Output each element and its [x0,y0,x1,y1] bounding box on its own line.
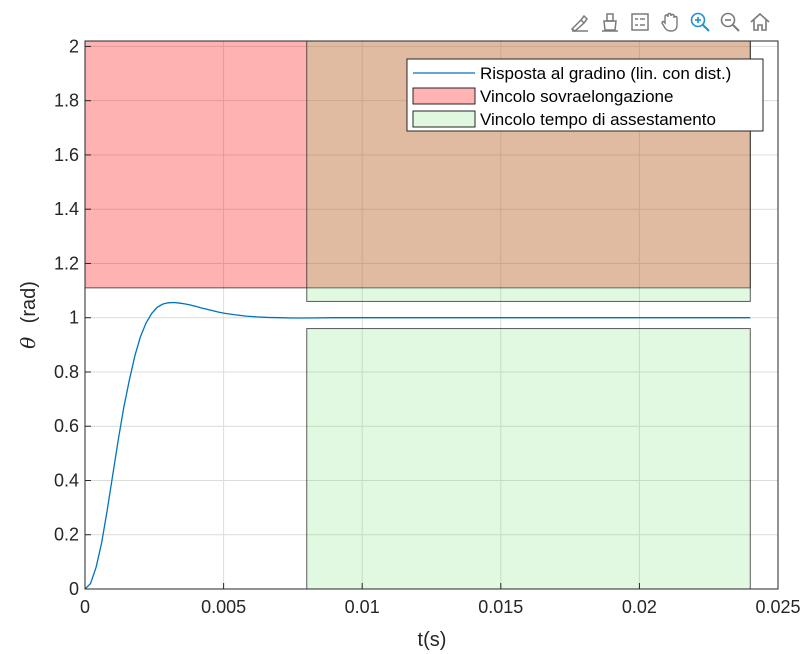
y-tick-label: 0.6 [54,416,79,436]
y-tick-label: 1 [69,308,79,328]
y-axis-unit: (rad) [18,281,40,323]
legend-patch-swatch [412,110,476,128]
y-tick-label: 0.2 [54,525,79,545]
y-tick-label: 0.8 [54,362,79,382]
figure-toolbar [566,8,773,36]
home-icon[interactable] [746,8,773,36]
pan-hand-icon[interactable] [656,8,683,36]
legend-icon[interactable] [626,8,653,36]
y-tick-label: 1.4 [54,199,79,219]
y-tick-label: 2 [69,36,79,56]
legend-entry-label: Risposta al gradino (lin. con dist.) [480,64,731,83]
y-tick-label: 0 [69,579,79,599]
x-axis-label: t(s) [418,629,447,651]
axes-box [84,40,779,590]
series-line [84,301,751,590]
zoom-in-icon[interactable] [686,8,713,36]
y-tick-label: 1.8 [54,91,79,111]
x-tick-label: 0.025 [755,597,800,617]
legend[interactable]: Risposta al gradino (lin. con dist.) Vinc… [406,58,764,132]
constraint-region [306,328,751,590]
brush-icon[interactable] [566,8,593,36]
legend-patch-swatch [412,87,476,105]
x-tick-label: 0.005 [201,597,246,617]
series-layer [84,301,751,590]
y-axis-label: θ (rad) [16,281,40,349]
y-tick-label: 1.2 [54,253,79,273]
x-tick-label: 0 [80,597,90,617]
tick-labels: 0 0.005 0.01 0.015 0.02 0.025 0 0.2 0.4 0.6 0.8 1 1.… [54,36,801,617]
y-axis-symbol: θ [16,337,40,349]
legend-entry-label: Vincolo tempo di assestamento [480,110,716,129]
y-tick-label: 1.6 [54,145,79,165]
data-tips-icon[interactable] [596,8,623,36]
zoom-out-icon[interactable] [716,8,743,36]
x-tick-label: 0.01 [345,597,380,617]
x-tick-label: 0.02 [622,597,657,617]
legend-entry-label: Vincolo sovraelongazione [480,87,673,106]
x-tick-label: 0.015 [478,597,523,617]
y-tick-label: 0.4 [54,470,79,490]
svg-text:θ (rad): θ (rad) [16,281,40,349]
